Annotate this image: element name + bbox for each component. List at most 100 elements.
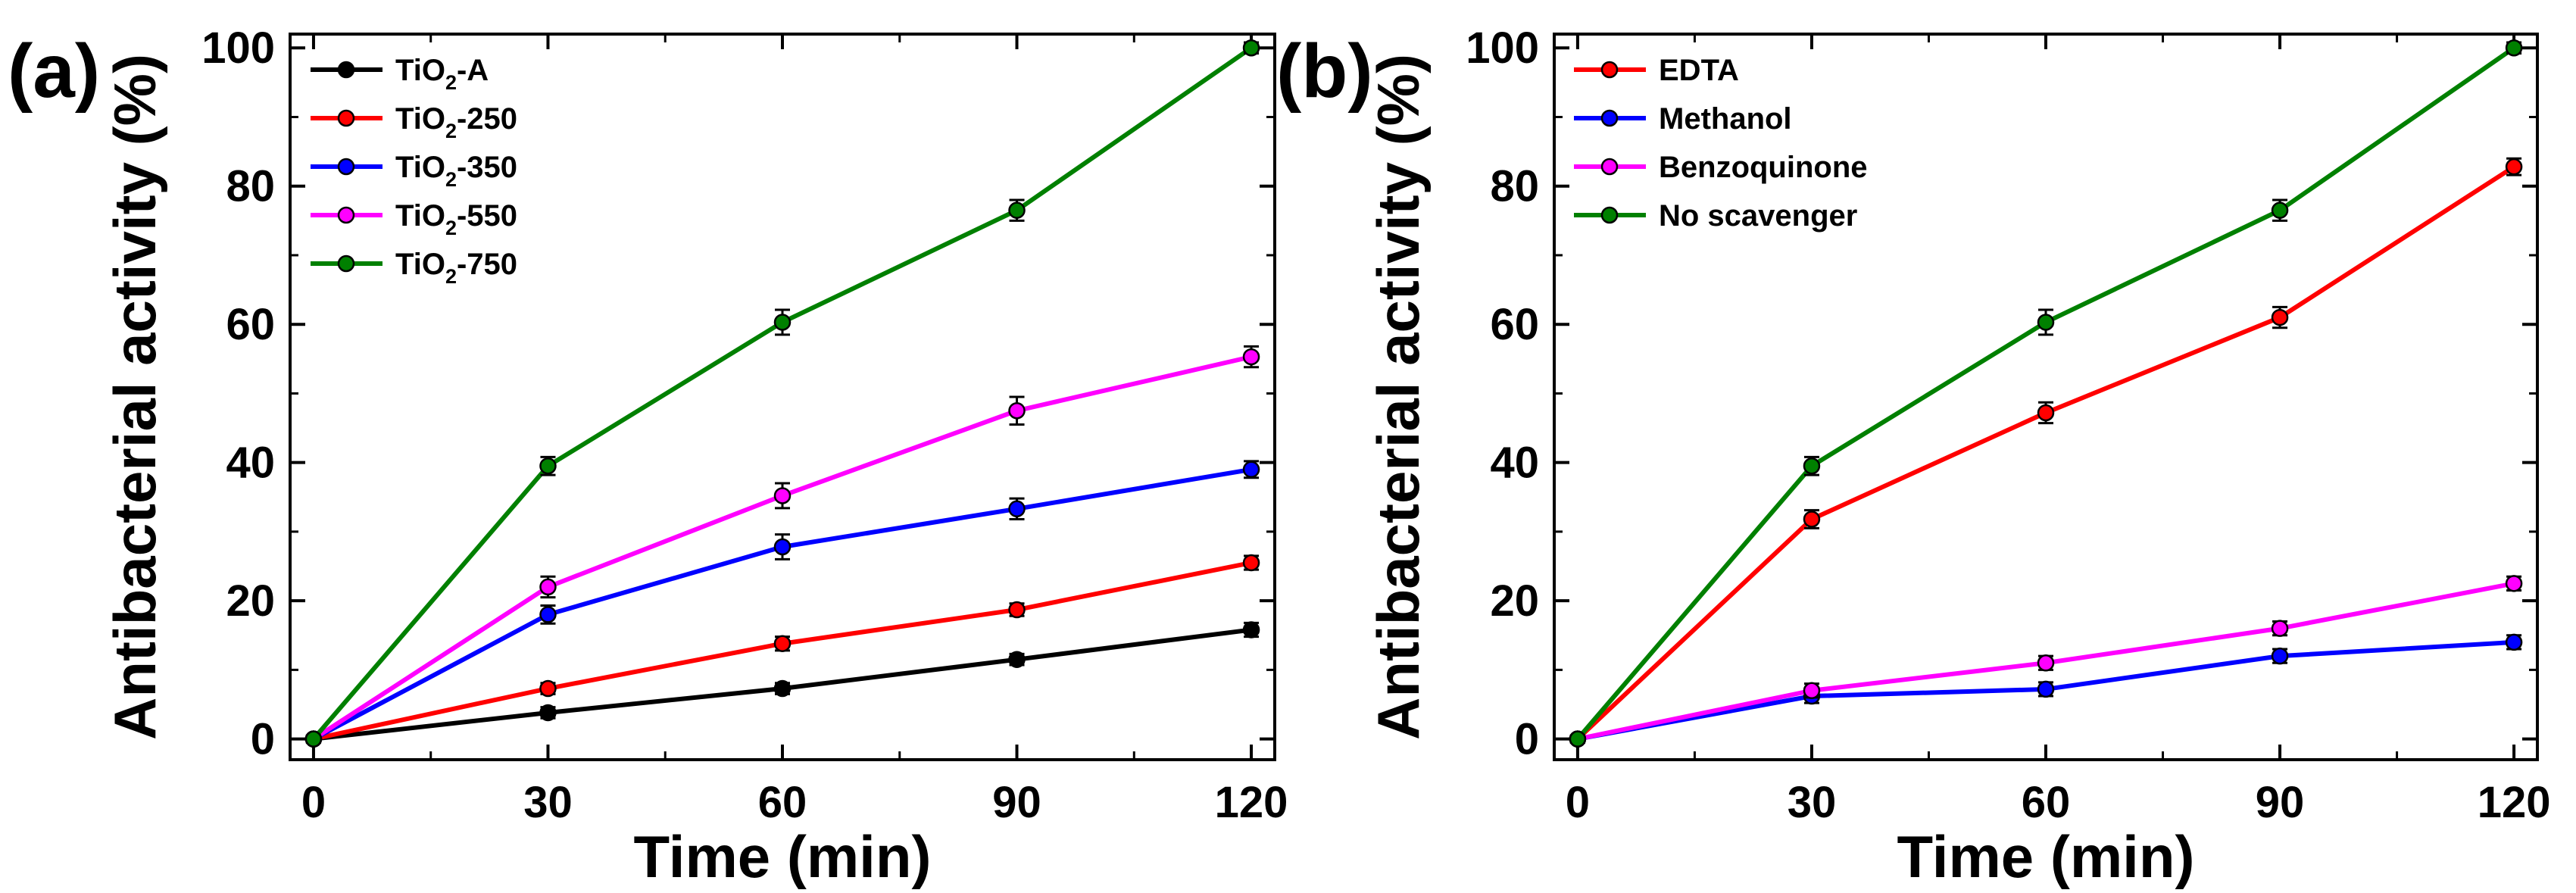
chart-1-y-tick-label: 80 [1490,162,1539,211]
chart-0-legend-label-base: TiO [395,248,445,281]
chart-0-series-0-point [539,704,557,722]
chart-1-legend-label: EDTA [1659,54,1739,87]
chart-0-series-2-point [1242,461,1260,479]
chart-0-panel-label: (a) [8,29,100,114]
chart-0-x-tick-label: 60 [758,778,807,827]
chart-1-series-3 [1569,39,2523,748]
chart-0-legend-marker [337,254,355,273]
chart-0-legend-label-base: TiO [395,151,445,184]
chart-1-legend-label-base: Methanol [1659,102,1792,136]
chart-0-y-tick-label: 20 [226,576,275,626]
chart-0-legend-item-4: TiO2-750 [311,248,517,288]
chart-1-series-3-point [2505,39,2523,57]
chart-0-series-4-point [773,314,792,331]
chart-1-y-tick-label: 40 [1490,439,1539,488]
chart-0-y-tick-label: 0 [251,715,275,764]
chart-1-legend-label-base: EDTA [1659,54,1739,87]
chart-0-legend-label-subscript: 2 [445,217,457,239]
chart-0-series-4 [304,39,1260,748]
chart-1-series-2-point [1803,682,1821,700]
chart-0-series-3-point [1242,348,1260,366]
chart-0-legend-label-base: TiO [395,54,445,87]
chart-1-legend-marker [1600,158,1619,176]
chart-0-series-1-point [539,679,557,698]
chart-0-series-1-point [773,635,792,652]
chart-0-panel: (a) 0 30 60 90 120 0 20 40 60 80 100 Time (min) Antib… [8,23,1288,890]
chart-1-legend-label-base: Benzoquinone [1659,151,1868,184]
chart-0-series-0-point [1008,651,1026,668]
chart-0-series-4-point [1242,39,1260,57]
chart-1-panel: (b) 0 30 60 90 120 0 20 40 60 80 100 Time (min) Antib… [1276,23,2550,890]
chart-0-y-axis-title: Antibacterial activity (%) [101,54,168,740]
chart-1-y-tick-label: 60 [1490,300,1539,349]
chart-1-panel-label: (b) [1276,29,1373,114]
chart-0-legend-label: TiO2-A [395,54,489,94]
chart-1-legend-item-1: Methanol [1574,102,1792,136]
chart-0-series-2-line [312,467,1252,742]
chart-0-y-tick-label: 40 [226,439,275,488]
chart-0-legend-label-subscript: 2 [445,265,457,288]
chart-1-y-axis-title: Antibacterial activity (%) [1365,54,1432,740]
chart-0-legend-label: TiO2-250 [395,102,517,142]
chart-0-legend-item-1: TiO2-250 [311,102,517,142]
chart-1-series-1 [1569,633,2523,748]
chart-0-series-3-point [539,578,557,596]
chart-0-series-2-point [773,538,792,556]
chart-0-series-4-point [304,730,323,748]
chart-0-series-2-point [539,606,557,623]
chart-1-series-3-point [1803,457,1821,475]
chart-0-legend-label-suffix: -A [457,54,489,87]
chart-0-legend-label: TiO2-550 [395,199,517,239]
chart-0-legend-label-suffix: -750 [457,248,517,281]
chart-0-series-0-point [773,679,792,698]
chart-0-series-1-point [1008,601,1026,619]
chart-1-series-3-point [1569,730,1587,748]
chart-0-y-tick-label: 100 [201,23,275,73]
chart-1-legend-marker [1600,206,1619,224]
chart-0-series-4-point [1008,201,1026,219]
chart-1-x-tick-label: 30 [1788,778,1837,827]
chart-1-series-2-point [2037,654,2055,672]
chart-1-legend-marker [1600,109,1619,127]
chart-0-series-1-point [1242,554,1260,572]
chart-0-legend-label: TiO2-350 [395,151,517,191]
chart-0-legend-label: TiO2-750 [395,248,517,288]
chart-1-x-tick-label: 60 [2022,778,2071,827]
chart-1-y-tick-label: 100 [1466,23,1539,73]
chart-1-series-1-point [2271,647,2289,665]
chart-0-series-3-point [1008,401,1026,420]
chart-1-series-2-point [2505,575,2523,592]
chart-0-legend-marker [337,206,355,224]
chart-1-legend-item-3: No scavenger [1574,199,1857,233]
chart-1-legend-marker [1600,61,1619,79]
chart-1-x-tick-label: 120 [2478,778,2551,827]
chart-0-legend-item-3: TiO2-550 [311,199,517,239]
chart-1-legend-item-2: Benzoquinone [1574,151,1868,184]
chart-0-legend-label-subscript: 2 [445,71,457,94]
chart-1-x-tick-label: 0 [1566,778,1590,827]
chart-1-legend-label-base: No scavenger [1659,199,1857,233]
chart-0-legend-label-suffix: -550 [457,199,517,233]
chart-1-series-1-point [2505,633,2523,651]
chart-1-y-tick-label: 20 [1490,576,1539,626]
chart-1-series-0-point [2037,404,2055,422]
chart-1-series-2-point [2271,620,2289,637]
chart-0-series-3-point [773,487,792,504]
chart-0-y-tick-label: 80 [226,162,275,211]
chart-0-legend-label-suffix: -350 [457,151,517,184]
chart-0-series-0-point [1242,621,1260,639]
chart-1-series-3-point [2271,201,2289,219]
chart-0-legend-marker [337,158,355,176]
chart-1-legend-label: Methanol [1659,102,1792,136]
chart-1-series-2 [1569,575,2523,748]
chart-1-x-axis-title: Time (min) [1897,823,2195,890]
chart-0-series-2-point [1008,500,1026,518]
chart-0-series-4-point [539,457,557,475]
chart-1-series-0-point [1803,511,1821,528]
chart-0-x-tick-label: 90 [992,778,1041,827]
chart-0-x-tick-label: 0 [301,778,326,827]
chart-1-y-tick-label: 0 [1515,715,1539,764]
chart-0-legend-marker [337,109,355,127]
chart-1-series-0-point [2505,158,2523,176]
